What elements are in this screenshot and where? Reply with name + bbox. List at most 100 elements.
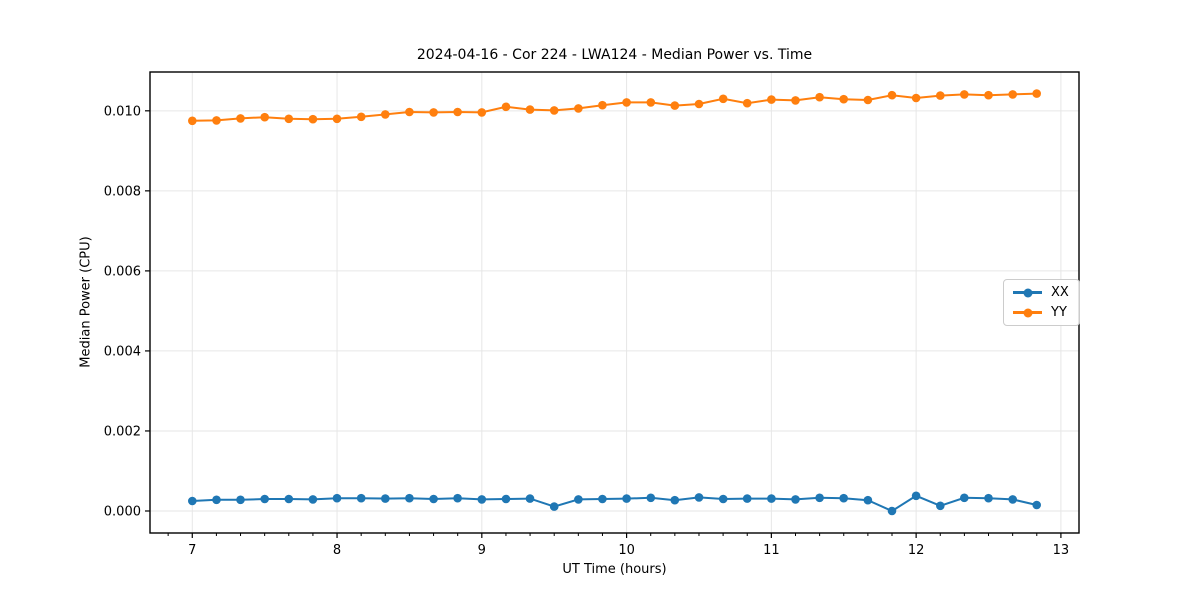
series-xx-marker [694, 493, 704, 502]
legend: XX YY [1003, 279, 1080, 326]
x-tick-label: 8 [333, 543, 341, 558]
series-xx-marker [984, 493, 993, 503]
series-yy-marker [839, 94, 848, 104]
series-yy-marker [742, 98, 752, 108]
series-yy-marker [718, 94, 728, 104]
series-xx-marker [887, 506, 897, 516]
legend-label-yy: YY [1051, 305, 1067, 320]
series-yy-marker [791, 96, 800, 105]
series-xx-marker [936, 501, 945, 511]
y-tick-label: 0.008 [104, 184, 141, 199]
series-yy-marker [1032, 89, 1041, 98]
series-xx-marker [863, 495, 873, 505]
chart-title: 2024-04-16 - Cor 224 - LWA124 - Median P… [416, 47, 813, 63]
series-yy-marker [984, 90, 993, 100]
series-yy-marker [212, 116, 221, 125]
y-tick-label: 0.002 [104, 424, 141, 439]
legend-line-marker-xx-icon [1013, 288, 1042, 297]
series-yy-marker [815, 92, 824, 102]
series-xx-marker [622, 494, 631, 503]
series-yy-marker [260, 112, 270, 122]
axes: 7 8 9 10 11 12 13 0.000 0.002 0.004 0.006 0.008 0.01… [104, 104, 1069, 558]
series-xx-marker [525, 494, 535, 503]
series-yy-marker [453, 107, 462, 117]
series-yy-marker [1008, 90, 1017, 99]
series-xx-marker [670, 495, 680, 505]
x-tick-label: 11 [763, 543, 780, 558]
series-xx-marker [549, 502, 559, 511]
series-yy-marker [646, 98, 656, 107]
series-yy-marker [622, 98, 631, 107]
series-xx-marker [212, 495, 221, 505]
series-xx-marker [429, 494, 438, 504]
series-yy-marker [236, 114, 245, 123]
series-xx-marker [260, 494, 270, 504]
series-yy-marker [863, 95, 873, 105]
series-xx-marker [501, 494, 511, 504]
series-xx-marker [598, 494, 607, 504]
series-yy-marker [574, 104, 583, 113]
series-yy-marker [887, 90, 897, 100]
y-tick-label: 0.004 [104, 344, 141, 359]
series-yy-marker [767, 95, 776, 104]
x-tick-label: 13 [1053, 543, 1070, 558]
series-xx-marker [791, 495, 800, 504]
series-xx [188, 491, 1041, 516]
x-tick-label: 12 [908, 543, 925, 558]
gridlines [150, 72, 1079, 533]
series-yy-marker [356, 112, 366, 122]
series-yy-marker [960, 90, 969, 99]
series-xx-marker [405, 493, 414, 503]
series-xx-marker [574, 495, 583, 504]
series-xx-marker [332, 493, 342, 503]
series-yy-marker [477, 108, 487, 117]
series-xx-marker [839, 493, 848, 503]
series-xx-line [192, 494, 1037, 513]
series-xx-marker [1032, 500, 1041, 510]
series-xx-marker [646, 493, 656, 503]
y-tick-label: 0.010 [104, 104, 141, 119]
x-tick-label: 10 [618, 543, 635, 558]
series-xx-marker [767, 494, 776, 503]
series-yy-marker [188, 116, 197, 126]
series-yy-marker [405, 107, 414, 117]
series-yy-marker [332, 114, 342, 124]
series-yy-marker [284, 114, 294, 124]
series-xx-marker [960, 493, 969, 503]
x-tick-label: 7 [188, 543, 196, 558]
y-tick-label: 0.006 [104, 264, 141, 279]
series-yy-marker [670, 101, 680, 110]
series-xx-marker [815, 493, 824, 503]
series-yy-marker [381, 110, 390, 119]
legend-dot-xx-icon [1023, 288, 1032, 297]
x-axis-label: UT Time (hours) [562, 562, 667, 577]
series-yy-marker [598, 100, 607, 110]
series-xx-marker [356, 493, 366, 503]
series-yy-marker [525, 105, 535, 114]
legend-line-marker-yy-icon [1013, 308, 1042, 317]
series-yy-marker [501, 102, 511, 112]
series-xx-marker [453, 493, 462, 503]
series-xx-marker [911, 491, 921, 501]
series-yy-line [192, 92, 1037, 122]
legend-entry-xx: XX [1013, 286, 1069, 299]
series-xx-marker [188, 496, 197, 506]
plot-border [149, 71, 1080, 534]
legend-dot-yy-icon [1023, 308, 1032, 317]
series-yy [188, 89, 1041, 126]
series-xx-marker [742, 494, 752, 503]
series-xx-marker [1008, 495, 1017, 504]
series-xx-marker [718, 494, 728, 504]
x-tick-label: 9 [478, 543, 486, 558]
legend-entry-yy: YY [1013, 306, 1069, 319]
y-tick-label: 0.000 [104, 504, 141, 519]
series-yy-marker [308, 114, 318, 124]
series-xx-marker [381, 494, 390, 503]
legend-label-xx: XX [1051, 285, 1069, 300]
series-xx-marker [308, 495, 318, 504]
series-xx-marker [236, 495, 245, 505]
series-xx-marker [477, 495, 487, 504]
series-xx-marker [284, 494, 294, 504]
series-yy-marker [936, 91, 945, 100]
